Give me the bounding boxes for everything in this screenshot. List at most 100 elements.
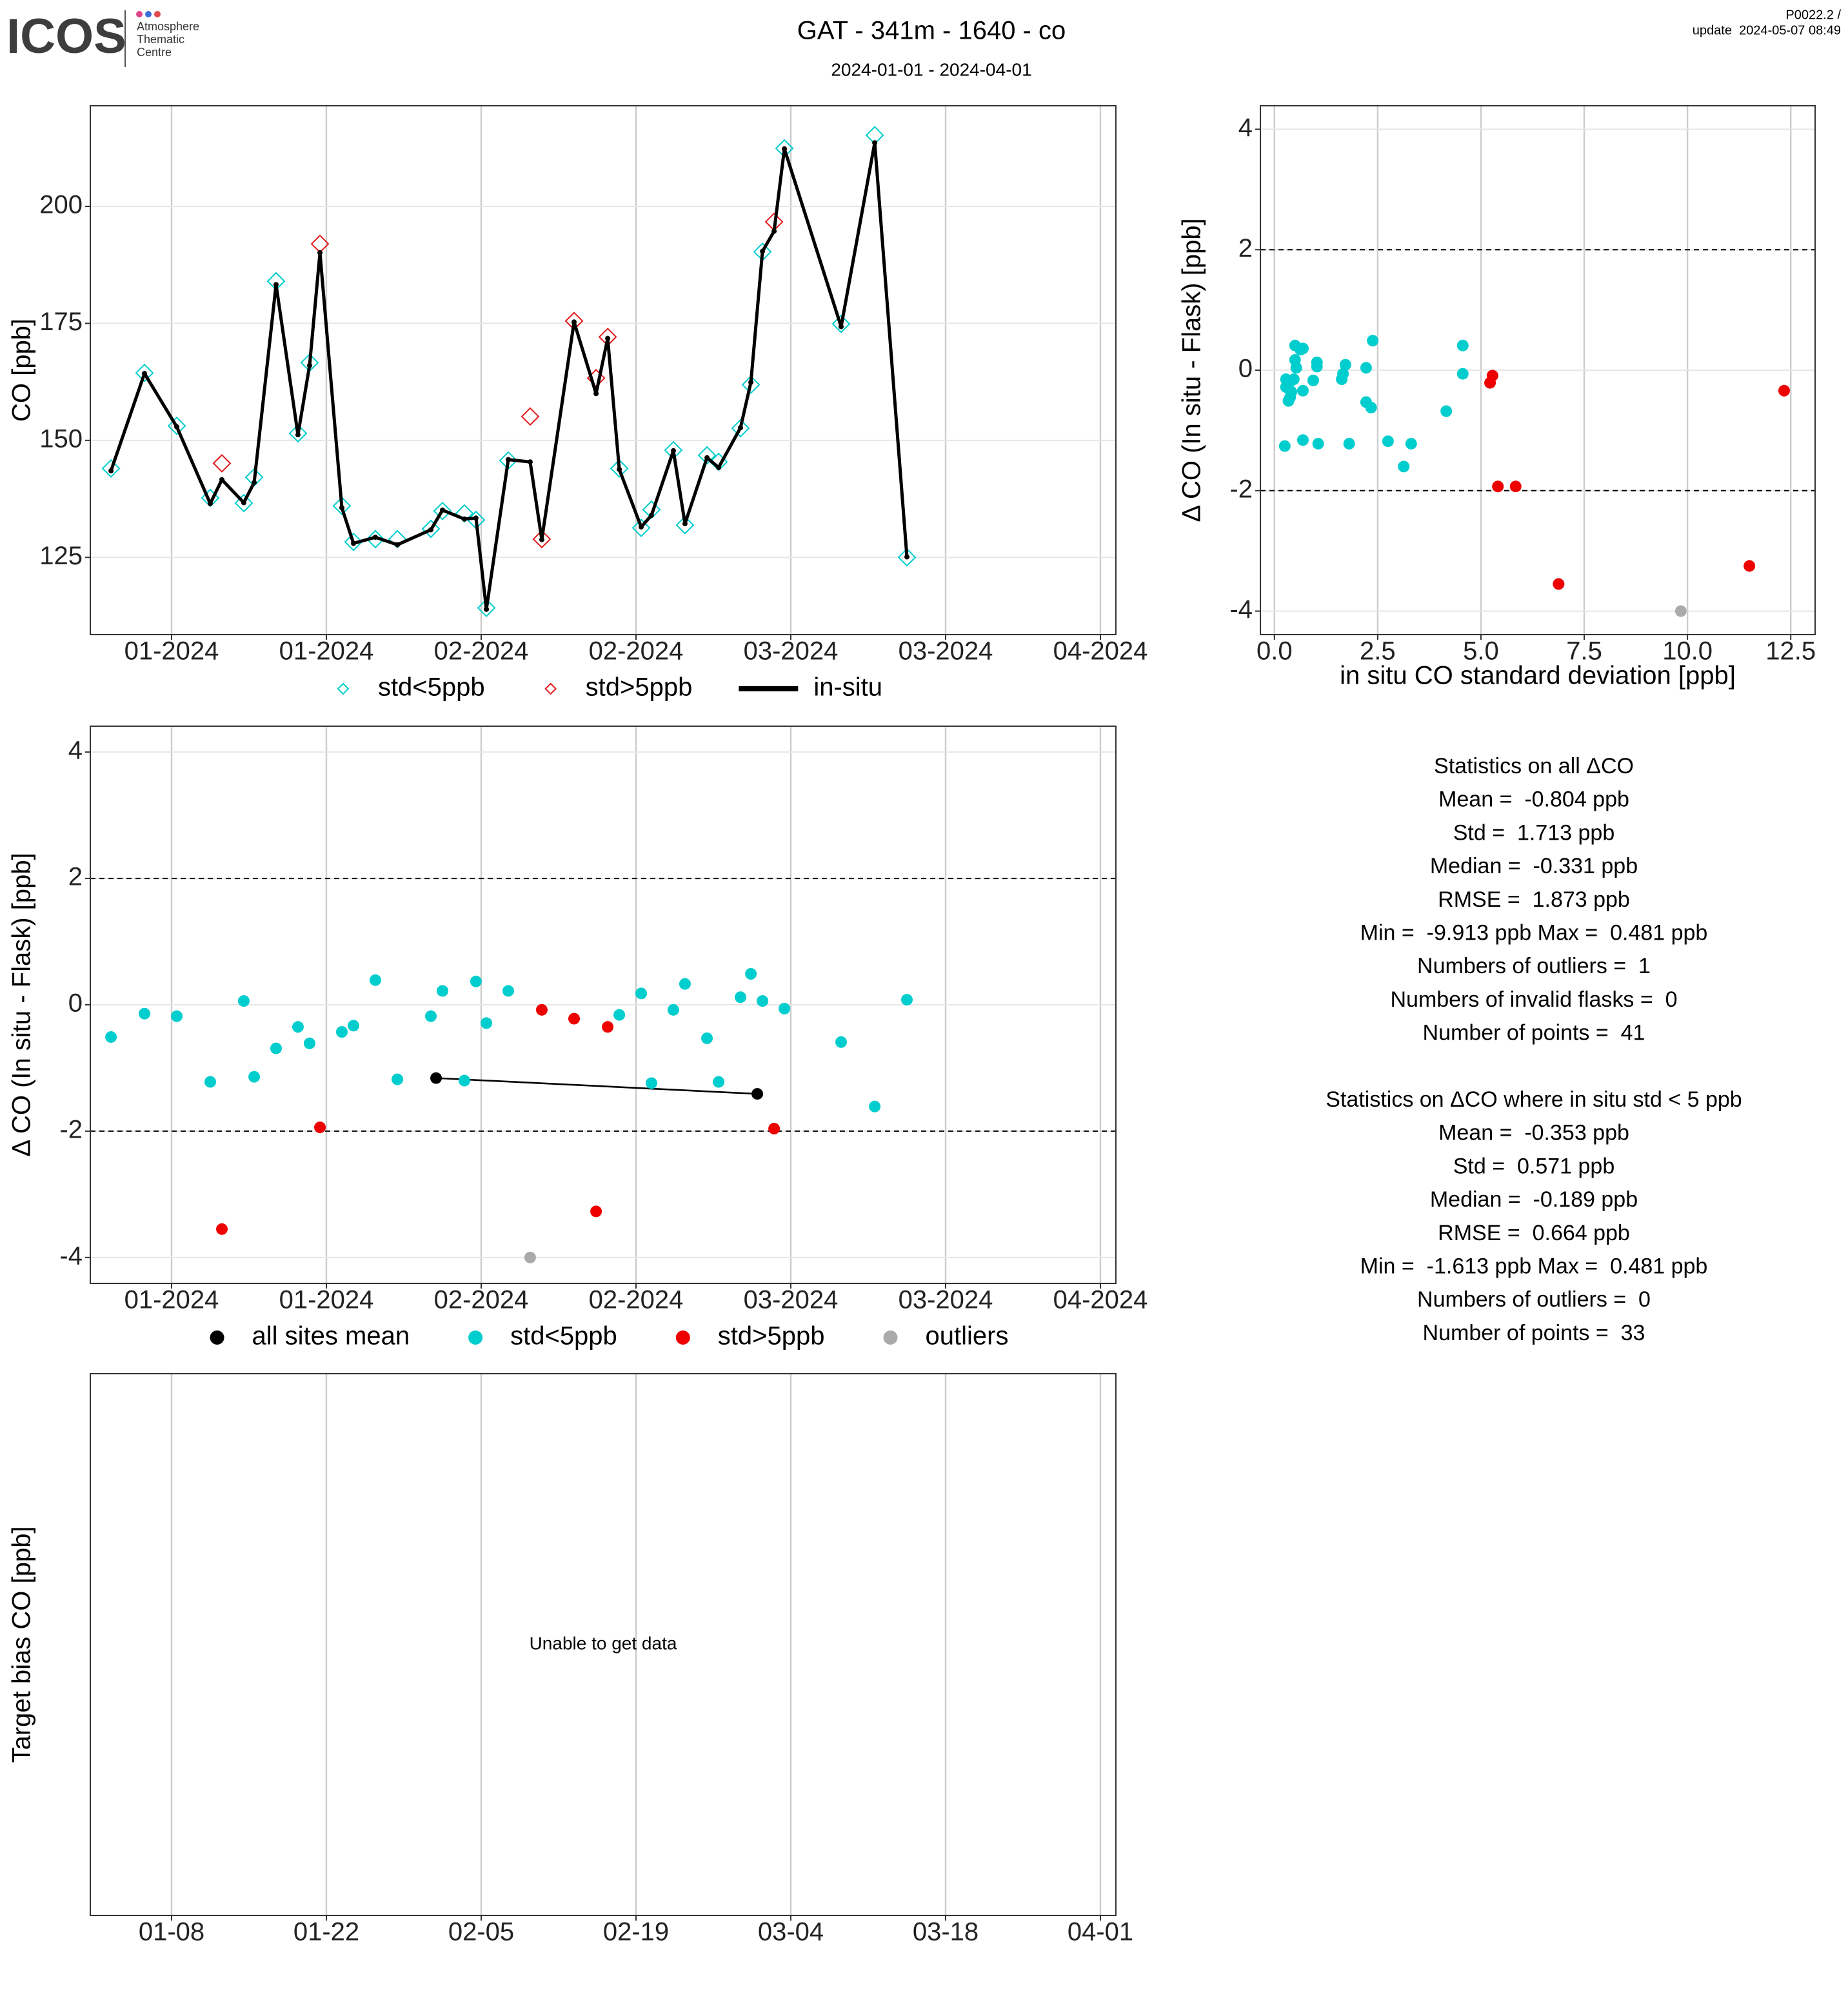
- scatter-point: [1456, 339, 1469, 351]
- series-point: [751, 1088, 764, 1100]
- legend-item: all sites mean: [210, 1322, 410, 1350]
- legend-item: outliers: [883, 1322, 1009, 1350]
- scatter-point: [667, 1004, 679, 1016]
- scatter-point: [369, 974, 381, 986]
- stats-line: RMSE = 0.664 ppb: [1438, 1221, 1630, 1245]
- x-tick-label: 02-2024: [434, 637, 529, 666]
- scatter-point: [1674, 605, 1687, 617]
- series-point: [527, 459, 533, 465]
- series-point: [339, 505, 344, 511]
- x-tick-label: 04-2024: [1053, 1286, 1148, 1314]
- series-point: [108, 468, 114, 474]
- y-tick-label: 4: [1238, 114, 1253, 142]
- stats-line: Mean = -0.804 ppb: [1438, 787, 1629, 812]
- scatter-point: [635, 987, 648, 1000]
- scatter-point: [1553, 578, 1565, 590]
- diamond-point: [697, 446, 717, 465]
- series-point: [241, 500, 246, 506]
- diamond-point: [741, 375, 760, 394]
- series-point: [782, 146, 788, 152]
- logo: ICOS: [6, 9, 126, 64]
- diamond-point: [433, 502, 452, 520]
- series-point: [771, 228, 777, 234]
- diamond-point: [167, 416, 186, 435]
- y-axis-title: CO [ppb]: [8, 319, 36, 422]
- x-tick-label: 01-2024: [279, 637, 374, 666]
- legend-symbol: [210, 1330, 224, 1345]
- legend-item: std<5ppb: [468, 1322, 617, 1350]
- stats-line: Std = 0.571 ppb: [1453, 1154, 1615, 1178]
- scatter-point: [869, 1100, 881, 1112]
- series-point: [395, 542, 401, 548]
- logo-caption: Centre: [137, 46, 172, 59]
- x-tick-label: 12.5: [1765, 637, 1816, 666]
- series-point: [539, 537, 544, 542]
- x-tick-label: 02-05: [448, 1918, 514, 1946]
- series-point: [372, 535, 378, 540]
- series-point: [904, 554, 909, 560]
- x-tick-label: 03-2024: [899, 637, 993, 666]
- series-point: [317, 250, 323, 255]
- series-point: [351, 540, 356, 546]
- legend-label: outliers: [926, 1322, 1009, 1350]
- scatter-point: [1311, 356, 1323, 368]
- no-data-message: Unable to get data: [530, 1633, 677, 1653]
- plot-frame: [90, 105, 1117, 635]
- series-point: [748, 379, 754, 385]
- series-point: [473, 515, 479, 521]
- x-tick-label: 03-2024: [899, 1286, 993, 1314]
- y-tick-label: -2: [59, 1115, 83, 1143]
- stats-line: Median = -0.189 ppb: [1430, 1187, 1638, 1212]
- stats-title: Statistics on ΔCO where in situ std < 5 …: [1326, 1087, 1742, 1112]
- scatter-point: [204, 1076, 216, 1088]
- legend-label: std<5ppb: [378, 673, 485, 702]
- logo-dot: [154, 11, 161, 17]
- y-axis-title: Δ CO (In situ - Flask) [ppb]: [1178, 218, 1206, 522]
- scatter-point: [1398, 460, 1410, 473]
- scatter-point: [602, 1021, 614, 1033]
- scatter-point: [679, 978, 691, 990]
- y-tick-label: 150: [39, 424, 83, 453]
- scatter-point: [1382, 435, 1394, 448]
- series-point: [219, 477, 224, 482]
- x-tick-label: 03-18: [913, 1918, 979, 1946]
- legend-label: std>5ppb: [586, 673, 693, 702]
- x-tick-label: 02-2024: [589, 637, 684, 666]
- scatter-point: [425, 1010, 437, 1022]
- scatter-point: [1405, 437, 1417, 450]
- stats-line: RMSE = 1.873 ppb: [1438, 887, 1630, 912]
- diamond-point: [212, 453, 232, 473]
- series-point: [174, 424, 180, 430]
- scatter-point: [348, 1020, 359, 1032]
- series-point: [428, 527, 433, 533]
- y-tick-label: 0: [1238, 355, 1253, 383]
- logo-caption: Thematic: [137, 33, 184, 46]
- scatter-point: [1360, 362, 1372, 374]
- series-point: [738, 425, 743, 431]
- scatter-point: [1337, 368, 1349, 380]
- scatter-point: [835, 1036, 847, 1048]
- scatter-point: [535, 1004, 548, 1016]
- x-tick-label: 02-19: [603, 1918, 669, 1946]
- scatter-point: [303, 1037, 315, 1049]
- diamond-point: [477, 598, 496, 618]
- diamond-point: [288, 424, 308, 443]
- stats-line: Numbers of outliers = 1: [1417, 954, 1651, 978]
- scatter-point: [437, 985, 448, 997]
- diamond-point: [344, 532, 363, 551]
- diamond-point: [731, 419, 750, 438]
- scatter-point: [1287, 373, 1300, 386]
- x-tick-label: 01-22: [293, 1918, 359, 1946]
- diamond-point: [455, 504, 474, 523]
- series-point: [872, 140, 878, 146]
- series-point: [295, 432, 301, 438]
- version: P0022.2 /: [1785, 8, 1841, 22]
- scatter-point: [901, 994, 913, 1006]
- diamond-point: [101, 459, 121, 478]
- scatter-point: [216, 1223, 228, 1235]
- plot-frame: [1260, 105, 1816, 635]
- legend-item: std>5ppb: [544, 673, 693, 702]
- plot-background: [90, 106, 1116, 635]
- legend-label: std<5ppb: [510, 1322, 617, 1350]
- y-tick-label: -4: [59, 1241, 83, 1270]
